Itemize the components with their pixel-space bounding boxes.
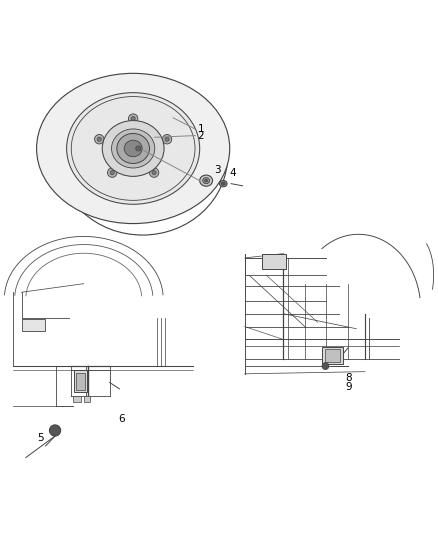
Ellipse shape	[67, 93, 200, 204]
Ellipse shape	[124, 140, 142, 157]
Circle shape	[131, 116, 135, 121]
Circle shape	[152, 171, 156, 175]
Ellipse shape	[112, 129, 155, 168]
Text: 3: 3	[214, 165, 220, 175]
FancyBboxPatch shape	[322, 347, 343, 365]
FancyBboxPatch shape	[21, 319, 45, 331]
Ellipse shape	[219, 181, 227, 187]
Ellipse shape	[200, 175, 212, 186]
Circle shape	[165, 137, 169, 141]
Text: 2: 2	[198, 131, 204, 141]
Text: 9: 9	[346, 382, 352, 392]
Ellipse shape	[102, 120, 164, 176]
Ellipse shape	[221, 182, 225, 185]
Text: 4: 4	[230, 168, 237, 177]
Ellipse shape	[205, 180, 208, 182]
Circle shape	[149, 168, 159, 177]
Circle shape	[136, 146, 141, 151]
Circle shape	[97, 137, 102, 141]
FancyBboxPatch shape	[262, 254, 286, 269]
Circle shape	[107, 168, 117, 177]
Ellipse shape	[36, 74, 230, 223]
Circle shape	[110, 171, 114, 175]
FancyBboxPatch shape	[84, 396, 90, 402]
Circle shape	[95, 134, 104, 144]
Text: 1: 1	[198, 124, 204, 134]
Circle shape	[322, 362, 329, 369]
Text: 8: 8	[346, 373, 352, 383]
FancyBboxPatch shape	[77, 373, 85, 390]
Text: 6: 6	[118, 414, 125, 424]
Circle shape	[128, 114, 138, 123]
Circle shape	[49, 425, 60, 436]
Circle shape	[162, 134, 172, 144]
Ellipse shape	[117, 133, 149, 164]
FancyBboxPatch shape	[74, 370, 87, 392]
FancyBboxPatch shape	[73, 396, 81, 402]
FancyBboxPatch shape	[325, 349, 340, 362]
Text: 5: 5	[37, 433, 44, 443]
Ellipse shape	[203, 177, 209, 184]
